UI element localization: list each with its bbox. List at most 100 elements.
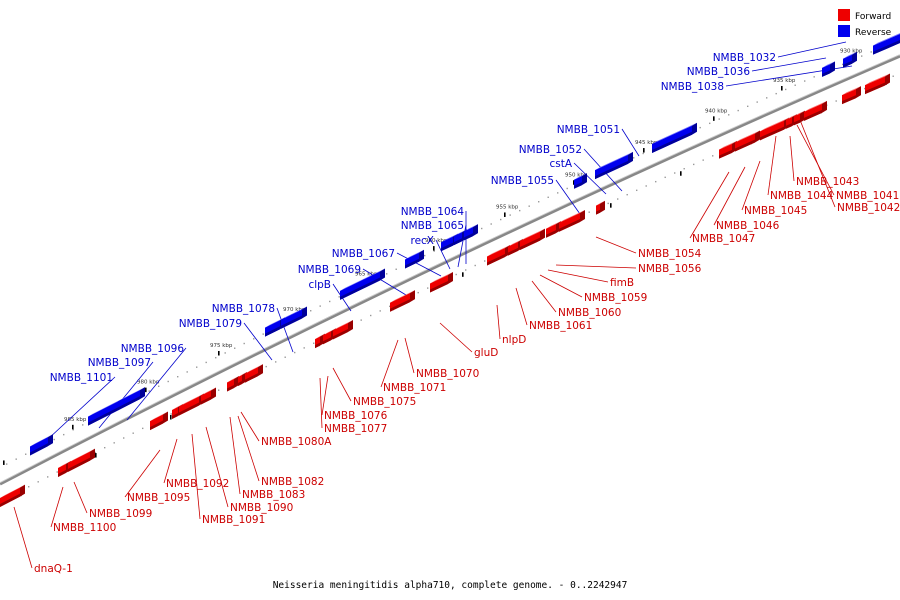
scale-dot (148, 390, 150, 392)
gene-label[interactable]: NMBB_1059 (584, 292, 647, 304)
forward-gene-box[interactable] (719, 140, 737, 159)
scale-dot (842, 63, 844, 66)
forward-gene-box[interactable] (487, 244, 510, 266)
gene-label[interactable]: NMBB_1079 (179, 318, 242, 330)
gene-label[interactable]: NMBB_1061 (529, 320, 592, 332)
gene-label[interactable]: NMBB_1044 (770, 190, 834, 202)
reverse-gene-box[interactable] (822, 61, 835, 77)
gene-label[interactable]: fimB (610, 277, 634, 289)
reverse-gene-box[interactable] (652, 122, 697, 153)
gene-label[interactable]: nlpD (502, 334, 526, 346)
reverse-gene-box[interactable] (88, 398, 123, 426)
gene-label[interactable]: NMBB_1041 (836, 190, 899, 202)
forward-gene-box[interactable] (227, 376, 239, 392)
reverse-gene-box[interactable] (843, 51, 857, 68)
forward-gene-box[interactable] (390, 290, 415, 312)
gene-label[interactable]: NMBB_1055 (491, 175, 554, 187)
gene-label[interactable]: NMBB_1064 (401, 206, 465, 218)
gene-label[interactable]: NMBB_1071 (383, 382, 446, 394)
forward-gene-box[interactable] (760, 117, 789, 141)
gene-label[interactable]: gluD (474, 347, 498, 359)
forward-gene-box[interactable] (150, 411, 168, 431)
gene-label[interactable]: NMBB_1070 (416, 368, 479, 380)
scale-dot (699, 126, 701, 129)
gene-label[interactable]: NMBB_1100 (53, 522, 116, 534)
forward-gene-box[interactable] (201, 387, 216, 405)
gene-label[interactable]: NMBB_1082 (261, 476, 324, 488)
gene-label[interactable]: NMBB_1042 (837, 202, 900, 214)
gene-label[interactable]: cstA (549, 158, 572, 170)
gene-label[interactable]: NMBB_1036 (687, 66, 751, 78)
forward-gene-box[interactable] (865, 73, 890, 95)
forward-gene-box[interactable] (0, 484, 25, 507)
label-leader-line (573, 162, 607, 195)
scale-dot (645, 185, 647, 187)
gene-label[interactable]: NMBB_1065 (401, 220, 464, 232)
gene-label[interactable]: dnaQ-1 (34, 563, 73, 575)
forward-gene-box[interactable] (546, 221, 561, 238)
scale-dot (215, 356, 217, 359)
gene-label[interactable]: NMBB_1076 (324, 410, 388, 422)
gene-label[interactable]: NMBB_1032 (713, 52, 776, 64)
reverse-gene-box[interactable] (574, 173, 587, 189)
forward-gene-box[interactable] (179, 393, 204, 416)
gene-label[interactable]: NMBB_1091 (202, 514, 265, 526)
gene-label[interactable]: NMBB_1095 (127, 492, 190, 504)
gene-label[interactable]: recX (410, 235, 434, 247)
forward-gene-box[interactable] (596, 200, 605, 215)
gene-label[interactable]: NMBB_1054 (638, 248, 702, 260)
reverse-gene-box[interactable] (30, 434, 53, 456)
scale-dot (490, 223, 492, 225)
forward-gene-box[interactable] (794, 110, 805, 126)
gene-label[interactable]: NMBB_1077 (324, 423, 387, 435)
gene-label[interactable]: NMBB_1045 (744, 205, 807, 217)
scale-dot (262, 333, 264, 335)
gene-label[interactable]: NMBB_1096 (121, 343, 185, 355)
reverse-gene-box[interactable] (405, 249, 424, 269)
reverse-gene-box[interactable] (873, 31, 900, 55)
label-leader-line (321, 375, 329, 416)
gene-label[interactable]: NMBB_1067 (332, 248, 395, 260)
reverse-gene-box[interactable] (464, 224, 478, 241)
gene-label[interactable]: NMBB_1051 (557, 124, 620, 136)
gene-label[interactable]: NMBB_1060 (558, 307, 621, 319)
gene-label[interactable]: clpB (308, 279, 331, 291)
gene-label[interactable]: NMBB_1069 (298, 264, 361, 276)
reverse-gene-box[interactable] (118, 387, 145, 411)
gene-label[interactable]: NMBB_1099 (89, 508, 152, 520)
gene-label[interactable]: NMBB_1046 (716, 220, 780, 232)
gene-label[interactable]: NMBB_1052 (519, 144, 582, 156)
gene-label[interactable]: NMBB_1038 (661, 81, 724, 93)
scale-dot (655, 180, 657, 183)
forward-gene-box[interactable] (333, 320, 353, 340)
gene-label[interactable]: NMBB_1092 (166, 478, 229, 490)
forward-gene-box[interactable] (520, 228, 545, 250)
label-leader-line (531, 280, 557, 313)
gene-label[interactable]: NMBB_1083 (242, 489, 305, 501)
reverse-gene-labels: NMBB_1032 NMBB_1036 NMBB_1038 NMBB_1051 NMBB… (50, 52, 776, 384)
scale-dot (379, 310, 381, 312)
reverse-gene-box[interactable] (281, 306, 307, 329)
reverse-gene-box[interactable] (340, 268, 385, 300)
forward-gene-box[interactable] (842, 86, 861, 105)
forward-gene-box[interactable] (559, 210, 585, 232)
scale-dot (28, 486, 30, 488)
gene-label[interactable]: NMBB_1078 (212, 303, 275, 315)
forward-gene-box[interactable] (735, 130, 760, 152)
forward-gene-box[interactable] (245, 364, 263, 383)
gene-label[interactable]: NMBB_1101 (50, 372, 113, 384)
gene-label[interactable]: NMBB_1043 (796, 176, 859, 188)
reverse-gene-box[interactable] (595, 151, 633, 180)
forward-gene-box[interactable] (68, 448, 95, 472)
gene-label[interactable]: NMBB_1047 (692, 233, 755, 245)
scale-dot (528, 205, 530, 207)
scale-dot (870, 51, 872, 53)
forward-gene-box[interactable] (430, 271, 453, 293)
gene-label[interactable]: NMBB_1080A (261, 436, 332, 448)
gene-label[interactable]: NMBB_1075 (353, 396, 416, 408)
gene-label[interactable]: NMBB_1097 (88, 357, 151, 369)
gene-label[interactable]: NMBB_1090 (230, 502, 293, 514)
forward-gene-box[interactable] (804, 100, 827, 121)
scale-dot (557, 192, 559, 194)
gene-label[interactable]: NMBB_1056 (638, 263, 702, 275)
